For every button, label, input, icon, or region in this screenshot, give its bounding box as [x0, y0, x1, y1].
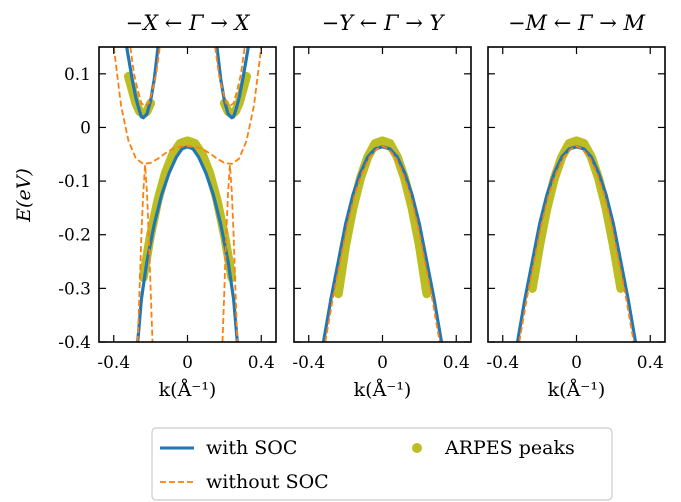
- without-soc-line-4: [136, 164, 154, 342]
- legend-entry-nosoc: without SOC: [160, 471, 329, 493]
- arpes-peaks-branch-1: [333, 136, 432, 299]
- panel-1: 0.1 0 -0.1 -0.2 -0.3 -0.4 -0.4 0 0.4 −X ← Γ → X k(…: [58, 11, 277, 401]
- arpes-peaks-branch-3: [138, 136, 237, 283]
- legend-entry-arpes: ARPES peaks: [412, 437, 575, 459]
- axes-frame: [98, 46, 277, 343]
- y-tick-label: 0: [80, 118, 91, 138]
- plot-area: [515, 136, 638, 342]
- x-axis-label: k(Å⁻¹): [159, 379, 217, 401]
- without-soc-line-2: [129, 47, 161, 107]
- panel-title: −X ← Γ → X: [126, 11, 251, 35]
- x-tick-label: 0.4: [637, 353, 664, 373]
- without-soc-line-1: [324, 145, 441, 342]
- x-tick-label: 0: [571, 353, 582, 373]
- y-tick-label: -0.4: [58, 333, 91, 353]
- legend-entry-soc: with SOC: [160, 437, 297, 459]
- x-tick-label: 0: [182, 353, 193, 373]
- without-soc-line-5: [221, 164, 239, 342]
- legend-label: with SOC: [206, 437, 297, 459]
- legend-box: [151, 427, 613, 501]
- with-soc-line-1: [515, 145, 638, 342]
- without-soc-line-1: [518, 145, 635, 342]
- arpes-peaks-branch-1: [527, 136, 626, 293]
- panel-title: −Y ← Γ → Y: [322, 11, 446, 35]
- x-tick-label: 0.4: [248, 353, 275, 373]
- y-tick-label: -0.1: [58, 172, 91, 192]
- panel-title: −M ← Γ → M: [508, 11, 646, 35]
- y-tick-label: -0.2: [58, 226, 91, 246]
- plot-area: [112, 47, 263, 342]
- panel-2: -0.4 0 0.4 −Y ← Γ → Y k(Å⁻¹): [292, 11, 472, 401]
- with-soc-line-1: [321, 145, 444, 342]
- y-tick-label: 0.1: [64, 65, 91, 85]
- legend-label: without SOC: [206, 471, 329, 493]
- axes-frame: [487, 46, 666, 343]
- y-axis-label-text: E(eV): [13, 168, 35, 223]
- legend: with SOC ARPES peaks without SOC: [151, 427, 613, 501]
- y-tick-label: -0.3: [58, 279, 91, 299]
- y-axis-label: E(eV): [13, 168, 35, 223]
- x-axis-label: k(Å⁻¹): [548, 379, 606, 401]
- x-tick-label: 0: [377, 353, 388, 373]
- x-tick-label: 0.4: [443, 353, 470, 373]
- plot-area: [321, 136, 444, 342]
- x-axis-label: k(Å⁻¹): [354, 379, 412, 401]
- panel-3: -0.4 0 0.4 −M ← Γ → M k(Å⁻¹): [486, 11, 666, 401]
- x-tick-label: -0.4: [97, 353, 130, 373]
- without-soc-line-3: [214, 47, 246, 107]
- x-tick-label: -0.4: [292, 353, 325, 373]
- x-tick-label: -0.4: [486, 353, 519, 373]
- without-soc-line-1: [112, 47, 263, 165]
- axes-frame: [293, 46, 472, 343]
- legend-swatch-arpes: [412, 443, 422, 453]
- legend-label: ARPES peaks: [444, 437, 575, 459]
